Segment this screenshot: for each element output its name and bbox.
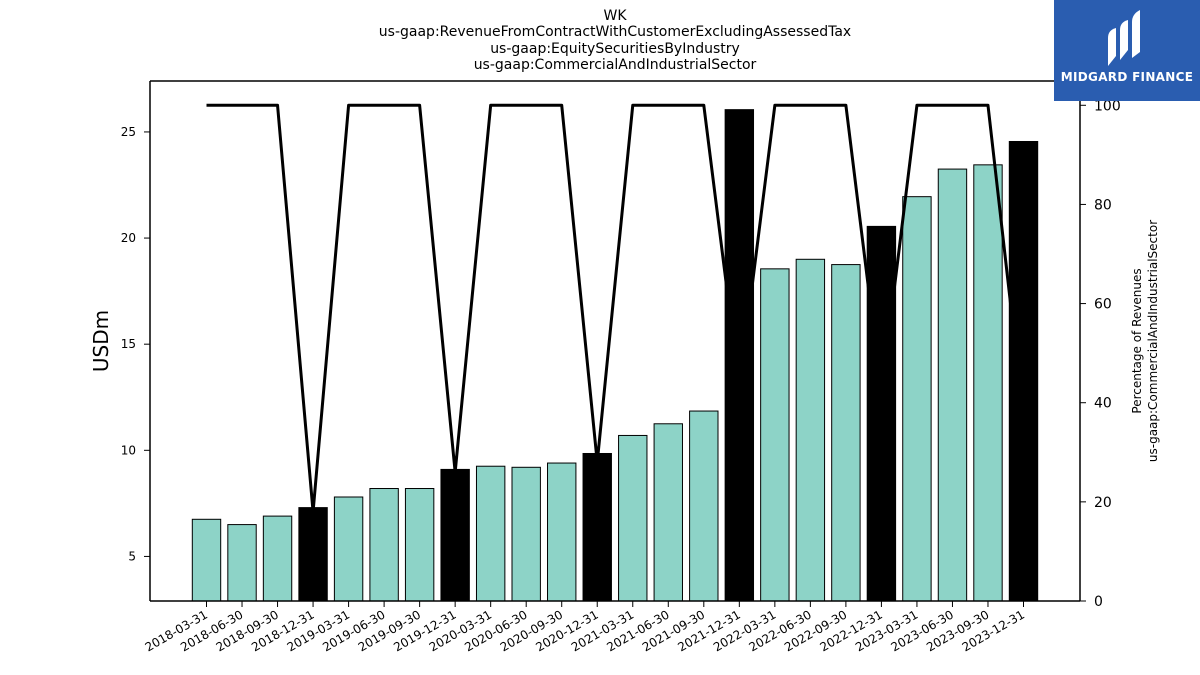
bar-2019-03-31 bbox=[333, 496, 364, 602]
chart-title-line-3: us-gaap:EquitySecuritiesByIndustry bbox=[490, 41, 740, 57]
bar-2022-09-30 bbox=[831, 264, 861, 602]
chart-title: WK us-gaap:RevenueFromContractWithCustom… bbox=[379, 8, 851, 73]
bar-2022-06-30 bbox=[795, 258, 826, 602]
bar-2021-03-31 bbox=[618, 434, 648, 602]
bar-2020-03-31 bbox=[475, 465, 506, 602]
y2-tick-label: 60 bbox=[1094, 297, 1112, 313]
bar-2019-09-30 bbox=[404, 488, 435, 602]
bar-2019-06-30 bbox=[369, 488, 399, 602]
bar-2020-06-30 bbox=[511, 466, 541, 602]
bars-layer bbox=[191, 109, 1039, 602]
y-tick-label: 20 bbox=[121, 231, 136, 245]
bar-2022-12-31 bbox=[866, 225, 897, 602]
y2-tick-label: 100 bbox=[1094, 98, 1121, 114]
y-tick-label: 25 bbox=[121, 125, 136, 139]
brand-mark-icon bbox=[1108, 10, 1140, 66]
y-tick-label: 15 bbox=[121, 337, 136, 351]
y-axis-label: USDm bbox=[89, 310, 113, 372]
y2-tick-label: 0 bbox=[1094, 594, 1103, 610]
bar-2020-09-30 bbox=[547, 462, 577, 602]
bar-2022-03-31 bbox=[760, 268, 790, 602]
bar-2018-09-30 bbox=[262, 515, 293, 602]
bar-2023-12-31 bbox=[1008, 140, 1039, 602]
axes-layer bbox=[149, 80, 1081, 602]
chart-title-line-1: WK bbox=[603, 8, 627, 24]
y2-axis-label-line-1: Percentage of Revenues bbox=[1130, 268, 1144, 413]
bar-2021-12-31 bbox=[724, 109, 755, 602]
bar-2023-03-31 bbox=[902, 196, 932, 602]
bar-2023-09-30 bbox=[973, 164, 1003, 602]
y-tick-label: 5 bbox=[128, 549, 136, 563]
y-tick-label: 10 bbox=[121, 443, 136, 457]
bar-2018-06-30 bbox=[227, 524, 257, 602]
bar-2021-06-30 bbox=[653, 423, 683, 602]
line-layer bbox=[206, 103, 1025, 514]
bar-2018-03-31 bbox=[191, 518, 222, 602]
percentage-line bbox=[206, 103, 1025, 514]
bar-2021-09-30 bbox=[689, 410, 719, 602]
chart-title-line-4: us-gaap:CommercialAndIndustrialSector bbox=[474, 57, 757, 73]
chart-title-line-2: us-gaap:RevenueFromContractWithCustomerE… bbox=[379, 24, 851, 40]
bar-2018-12-31 bbox=[298, 507, 328, 602]
brand-name: MIDGARD FINANCE bbox=[1060, 70, 1194, 84]
bar-2020-12-31 bbox=[582, 452, 612, 602]
y2-axis-label-line-2: us-gaap:CommercialAndIndustrialSector bbox=[1146, 220, 1160, 462]
bar-2019-12-31 bbox=[440, 468, 470, 602]
bar-2023-06-30 bbox=[937, 168, 968, 602]
y2-tick-label: 20 bbox=[1094, 495, 1112, 511]
brand-logo: MIDGARD FINANCE bbox=[1054, 0, 1200, 101]
y2-tick-label: 40 bbox=[1094, 396, 1112, 412]
y2-tick-label: 80 bbox=[1094, 197, 1112, 213]
